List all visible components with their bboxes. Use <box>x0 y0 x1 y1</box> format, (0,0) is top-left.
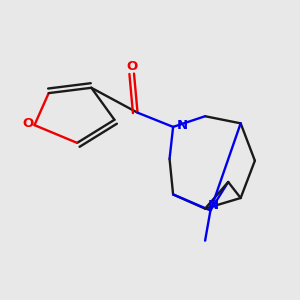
Text: N: N <box>207 199 218 212</box>
Text: O: O <box>22 117 34 130</box>
Text: N: N <box>177 118 188 132</box>
Text: O: O <box>127 60 138 73</box>
